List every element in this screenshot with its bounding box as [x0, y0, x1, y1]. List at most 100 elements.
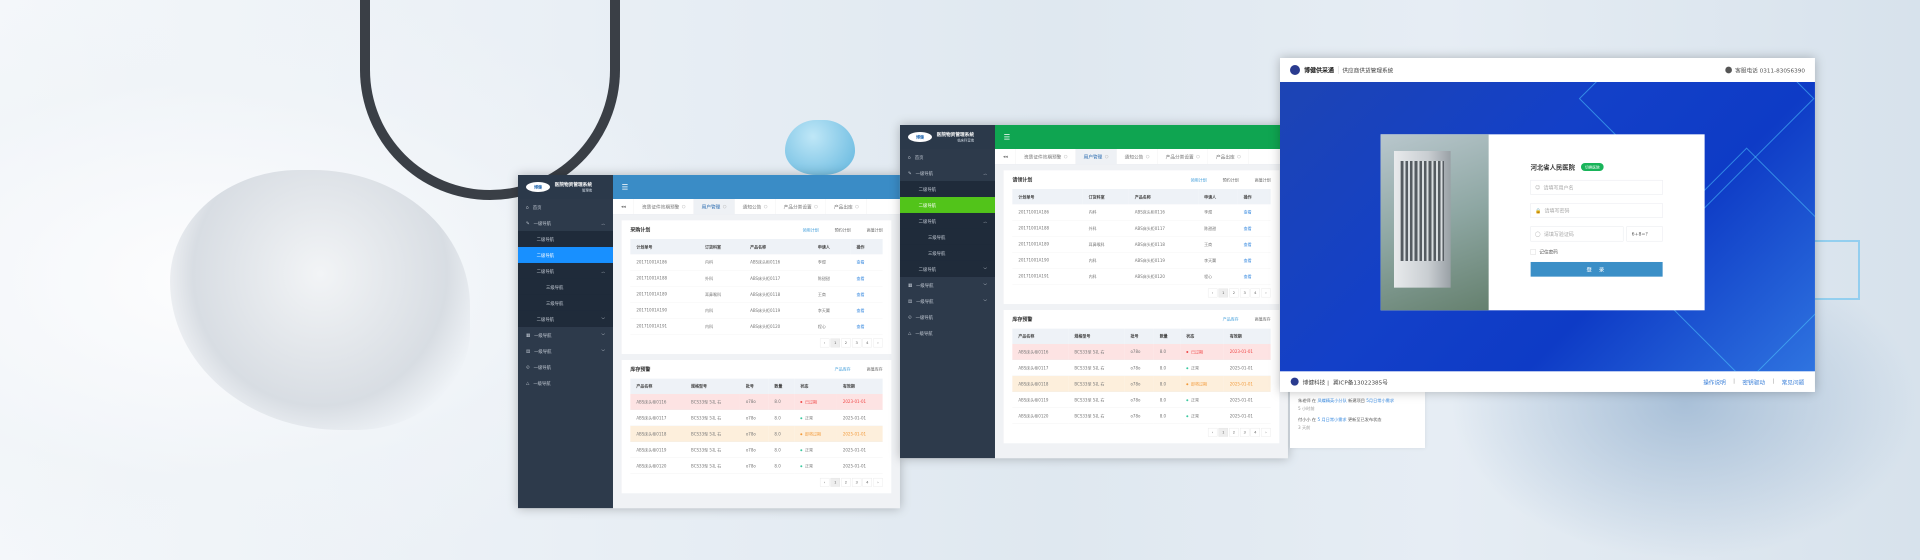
page-button[interactable]: 4	[862, 338, 872, 348]
key-driver-link[interactable]: 密钥驱动	[1742, 379, 1766, 386]
page-button[interactable]: ›	[1261, 427, 1271, 437]
card-tab-link[interactable]: 高值计划	[866, 227, 883, 233]
sidebar-nav-item[interactable]: ▤ 一级导航 ﹀	[518, 343, 613, 359]
view-link[interactable]: 查看	[1237, 204, 1271, 221]
captcha-input[interactable]: ◯ 请填写验证码	[1530, 226, 1624, 242]
activity-group-link[interactable]: 凤蝶精英小分队	[1317, 398, 1347, 403]
tab-close-icon[interactable]	[1237, 154, 1241, 159]
card-tab-link[interactable]: 产品库存	[834, 366, 851, 372]
page-button[interactable]: 3	[1239, 427, 1250, 437]
sidebar-nav-item[interactable]: 二级导航	[518, 230, 613, 247]
page-button[interactable]: 2	[1229, 288, 1239, 298]
page-button[interactable]: 4	[1250, 427, 1260, 437]
sidebar-nav-item[interactable]: 二级导航	[518, 246, 613, 263]
sidebar-nav-item[interactable]: ⊙ 一级导航	[900, 309, 995, 325]
sidebar-nav-item[interactable]: 二级导航 ︿	[900, 212, 995, 229]
activity-item-link[interactable]: 5月日常小需求	[1366, 398, 1395, 403]
view-link[interactable]: 查看	[1237, 268, 1271, 285]
sidebar-nav-item[interactable]: ▤ 一级导航 ﹀	[900, 293, 995, 309]
page-button[interactable]: 2	[841, 338, 851, 348]
sidebar-nav-item[interactable]: ▦ 一级导航 ﹀	[900, 277, 995, 293]
tab[interactable]: 产品分类设置	[1158, 148, 1208, 164]
sidebar-nav-item[interactable]: 三级导航	[518, 278, 613, 295]
sidebar-nav-item[interactable]: 三级导航	[518, 294, 613, 311]
tab[interactable]: 用户管理	[1075, 148, 1117, 164]
help-link[interactable]: 操作说明	[1703, 379, 1726, 386]
page-button[interactable]: 3	[1239, 288, 1250, 298]
activity-group-link[interactable]: 5 月日常小需求	[1317, 417, 1347, 422]
card-tab-link[interactable]: 高值计划	[1254, 177, 1271, 183]
username-input[interactable]: ☺ 请填写用户名	[1530, 179, 1663, 195]
page-button[interactable]: 3	[851, 338, 862, 348]
tab-close-icon[interactable]	[763, 204, 768, 209]
sidebar-nav-item[interactable]: ▦ 一级导航 ﹀	[518, 327, 613, 343]
view-link[interactable]: 查看	[850, 318, 883, 335]
sidebar-nav-item[interactable]: 二级导航	[900, 180, 995, 197]
page-button[interactable]: ›	[873, 338, 883, 348]
card-tab-link[interactable]: 高值库存	[1254, 316, 1271, 322]
tab[interactable]: 通知公告	[1117, 148, 1158, 164]
tab[interactable]: 资质证件效期预警	[1016, 148, 1076, 164]
tab-close-icon[interactable]	[1064, 154, 1068, 159]
view-link[interactable]: 查看	[1237, 220, 1271, 237]
page-button[interactable]: 1	[830, 477, 840, 487]
view-link[interactable]: 查看	[850, 286, 883, 303]
remember-checkbox[interactable]	[1530, 249, 1536, 255]
page-button[interactable]: 2	[1229, 427, 1239, 437]
view-link[interactable]: 查看	[850, 302, 883, 319]
menu-toggle-icon[interactable]: ☰	[1003, 132, 1011, 142]
tab[interactable]: 产品出库	[826, 198, 867, 214]
sidebar-nav-item[interactable]: ✎ 一级导航 ︿	[900, 165, 995, 181]
collapse-tabs-icon[interactable]: ◂◂	[995, 148, 1017, 164]
tab[interactable]: 产品出库	[1208, 148, 1249, 164]
page-button[interactable]: 3	[851, 477, 862, 487]
switch-hospital-badge[interactable]: 切换医院	[1580, 162, 1604, 171]
password-input[interactable]: 🔒 请填写密码	[1530, 203, 1663, 218]
page-button[interactable]: 1	[1218, 427, 1228, 437]
page-button[interactable]: ‹	[1207, 288, 1218, 298]
card-tab-link[interactable]: 预约计划	[834, 227, 851, 233]
tab-close-icon[interactable]	[855, 204, 859, 209]
sidebar-nav-item[interactable]: ⌂ 首页	[900, 149, 995, 165]
tab-close-icon[interactable]	[1196, 154, 1200, 159]
tab[interactable]: 用户管理	[693, 198, 735, 214]
sidebar-nav-item[interactable]: △ 一级导航	[518, 375, 613, 391]
view-link[interactable]: 查看	[850, 270, 883, 287]
page-button[interactable]: ‹	[1207, 427, 1218, 437]
captcha-image[interactable]: 6+8=?	[1626, 226, 1663, 242]
tab-close-icon[interactable]	[814, 204, 818, 209]
menu-toggle-icon[interactable]: ☰	[621, 182, 629, 192]
sidebar-nav-item[interactable]: 二级导航 ︿	[518, 262, 613, 279]
card-tab-link[interactable]: 产品库存	[1222, 316, 1239, 322]
card-tab-link[interactable]: 高值库存	[866, 366, 883, 372]
view-link[interactable]: 查看	[1237, 252, 1271, 269]
login-button[interactable]: 登 录	[1530, 261, 1663, 277]
tab[interactable]: 产品分类设置	[776, 198, 826, 214]
page-button[interactable]: ›	[1261, 288, 1271, 298]
card-tab-link[interactable]: 领用计划	[1190, 177, 1207, 183]
page-button[interactable]: 2	[841, 477, 851, 487]
tab[interactable]: 资质证件效期预警	[634, 198, 694, 214]
sidebar-nav-item[interactable]: 二级导航	[900, 196, 995, 213]
card-tab-link[interactable]: 预约计划	[1222, 177, 1239, 183]
page-button[interactable]: 1	[830, 338, 840, 348]
sidebar-nav-item[interactable]: △ 一级导航	[900, 325, 995, 341]
page-button[interactable]: ‹	[819, 477, 830, 487]
tab-close-icon[interactable]	[723, 204, 727, 209]
tab-close-icon[interactable]	[1145, 154, 1150, 159]
page-button[interactable]: 4	[1250, 288, 1260, 298]
sidebar-nav-item[interactable]: 二级导航 ﹀	[518, 310, 613, 327]
tab-close-icon[interactable]	[1105, 154, 1109, 159]
tab[interactable]: 通知公告	[735, 198, 776, 214]
page-button[interactable]: ‹	[819, 338, 830, 348]
page-button[interactable]: ›	[873, 477, 883, 487]
collapse-tabs-icon[interactable]: ◂◂	[613, 198, 635, 214]
sidebar-nav-item[interactable]: ✎ 一级导航 ︿	[518, 215, 613, 231]
page-button[interactable]: 4	[862, 477, 872, 487]
sidebar-nav-item[interactable]: ⊙ 一级导航	[518, 359, 613, 375]
sidebar-nav-item[interactable]: 二级导航 ﹀	[900, 260, 995, 277]
view-link[interactable]: 查看	[1237, 236, 1271, 253]
page-button[interactable]: 1	[1218, 288, 1228, 298]
faq-link[interactable]: 常见问题	[1781, 379, 1805, 386]
sidebar-nav-item[interactable]: 三级导航	[900, 228, 995, 245]
